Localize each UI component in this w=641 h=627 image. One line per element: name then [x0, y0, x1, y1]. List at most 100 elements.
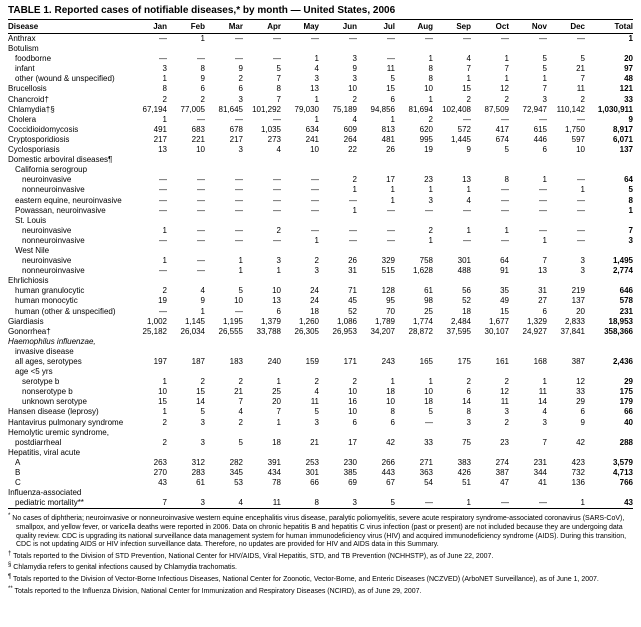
- value-cell: 10: [576, 145, 585, 155]
- total-cell: 33: [624, 94, 633, 104]
- disease-label: serotype b: [22, 377, 60, 387]
- value-cell: 2: [276, 225, 281, 235]
- value-cell: 219: [571, 286, 585, 296]
- value-cell: [205, 276, 243, 286]
- column-header-jul: Jul: [357, 19, 395, 34]
- value-cell: —: [539, 205, 547, 215]
- value-cell: 2: [162, 286, 167, 296]
- value-cell: 14: [462, 397, 471, 407]
- value-cell: 9: [580, 417, 585, 427]
- disease-label: pediatric mortality**: [15, 498, 84, 508]
- value-cell: —: [577, 195, 585, 205]
- value-cell: [471, 448, 509, 458]
- value-cell: 11: [576, 84, 585, 94]
- value-cell: 1,774: [412, 316, 433, 326]
- value-cell: 283: [191, 468, 205, 478]
- value-cell: [281, 155, 319, 165]
- value-cell: 47: [500, 478, 509, 488]
- total-cell: 7: [628, 225, 633, 235]
- value-cell: —: [159, 195, 167, 205]
- value-cell: [509, 347, 547, 357]
- value-cell: [509, 367, 547, 377]
- value-cell: 13: [462, 175, 471, 185]
- disease-label: Botulism: [8, 44, 39, 54]
- value-cell: —: [501, 114, 509, 124]
- value-cell: 41: [538, 478, 547, 488]
- value-cell: [129, 367, 167, 377]
- value-cell: 161: [495, 357, 509, 366]
- value-cell: [471, 367, 509, 377]
- value-cell: 4: [542, 407, 547, 417]
- value-cell: [547, 44, 585, 54]
- value-cell: —: [235, 306, 243, 316]
- value-cell: 42: [576, 437, 585, 447]
- value-cell: [547, 216, 585, 226]
- value-cell: 5: [390, 498, 395, 508]
- value-cell: 8: [466, 407, 471, 417]
- value-cell: 423: [571, 457, 585, 467]
- value-cell: 10: [348, 407, 357, 417]
- value-cell: 8: [276, 84, 281, 94]
- value-cell: 61: [424, 286, 433, 296]
- table-row: age <5 yrs: [8, 367, 633, 377]
- value-cell: [433, 44, 471, 54]
- value-cell: 20: [272, 397, 281, 407]
- value-cell: [319, 448, 357, 458]
- value-cell: 3: [238, 94, 243, 104]
- value-cell: 3: [200, 498, 205, 508]
- value-cell: —: [159, 205, 167, 215]
- value-cell: 2: [428, 225, 433, 235]
- value-cell: [395, 44, 433, 54]
- value-cell: 7: [466, 64, 471, 74]
- footnote-text: Chlamydia refers to genital infections c…: [11, 564, 238, 572]
- value-cell: 301: [457, 256, 471, 266]
- value-cell: 231: [533, 457, 547, 467]
- value-cell: 572: [457, 124, 471, 134]
- disease-label: Coccidioidomycosis: [8, 124, 79, 134]
- value-cell: 3: [352, 54, 357, 64]
- table-row: all ages, serotypes 197 187 183 240 159 171 243…: [8, 357, 633, 367]
- value-cell: [547, 155, 585, 165]
- value-cell: 35: [500, 286, 509, 296]
- total-cell: 175: [619, 387, 633, 397]
- value-cell: 3: [466, 417, 471, 427]
- value-cell: 2: [580, 94, 585, 104]
- value-cell: 6: [466, 387, 471, 397]
- value-cell: 37,595: [446, 326, 471, 336]
- disease-label: Cyclosporiasis: [8, 145, 60, 155]
- value-cell: 6: [542, 306, 547, 316]
- value-cell: 1: [238, 266, 243, 276]
- table-row: nonserotype b 10 15 21 25 4 10 18 10 6 12 11 33 175: [8, 387, 633, 397]
- value-cell: —: [387, 225, 395, 235]
- disease-label: Domestic arboviral diseases¶: [8, 155, 113, 165]
- value-cell: —: [197, 205, 205, 215]
- value-cell: 620: [419, 124, 433, 134]
- value-cell: 6: [542, 145, 547, 155]
- value-cell: [509, 44, 547, 54]
- disease-label: Cholera: [8, 114, 37, 124]
- value-cell: 10: [310, 145, 319, 155]
- footnote-marker: **: [8, 585, 13, 592]
- value-cell: [471, 44, 509, 54]
- value-cell: 4: [238, 407, 243, 417]
- value-cell: —: [273, 175, 281, 185]
- value-cell: [129, 155, 167, 165]
- table-row: nonneuroinvasive — —1 1 3 31 515 1,628 488 91 13 3 2…: [8, 266, 633, 276]
- value-cell: 1: [162, 114, 167, 124]
- value-cell: 597: [571, 134, 585, 144]
- total-cell: [585, 337, 633, 347]
- value-cell: —: [235, 235, 243, 245]
- table-row: A 263 312 282 391 253 230 266 271 383 274 231 423 3,5…: [8, 458, 633, 468]
- table-row: C 43 61 53 78 66 69 67 54 51 47 41 136 766: [8, 478, 633, 488]
- value-cell: —: [349, 34, 357, 43]
- value-cell: 813: [381, 124, 395, 134]
- value-cell: [319, 337, 357, 347]
- value-cell: 387: [495, 468, 509, 478]
- total-cell: 20: [624, 54, 633, 64]
- value-cell: 1,002: [146, 316, 167, 326]
- value-cell: 11: [386, 64, 395, 74]
- value-cell: 12: [500, 387, 509, 397]
- value-cell: 137: [571, 296, 585, 306]
- value-cell: 10: [272, 286, 281, 296]
- value-cell: —: [159, 175, 167, 185]
